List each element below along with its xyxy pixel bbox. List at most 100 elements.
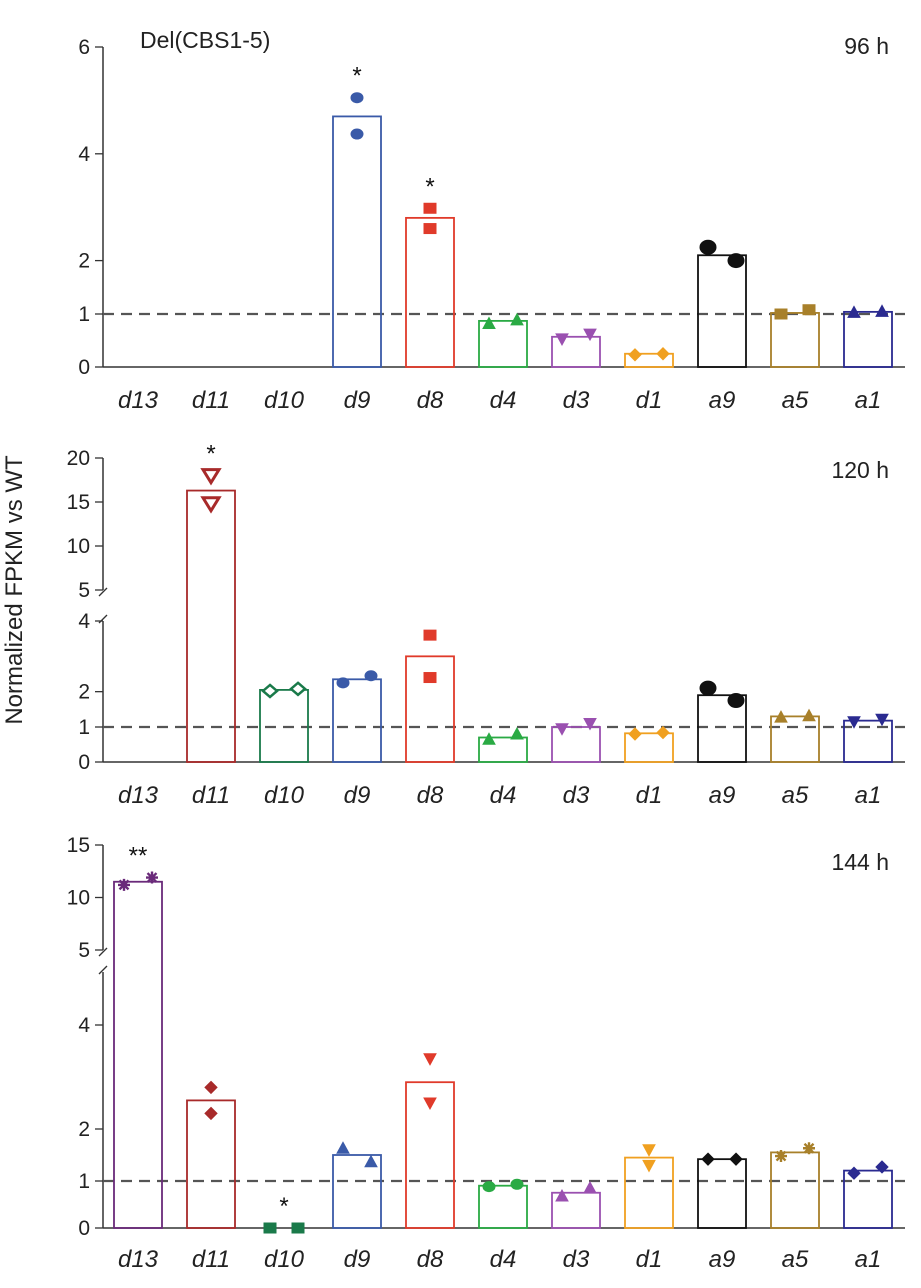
data-point-d3 — [583, 717, 597, 731]
category-label-d4: d4 — [490, 387, 517, 414]
category-label-d4: d4 — [490, 1246, 517, 1273]
category-label-d11: d11 — [192, 782, 230, 809]
data-point-a9 — [699, 239, 717, 255]
data-point-d11 — [204, 1106, 218, 1121]
data-point-d8 — [423, 1053, 437, 1066]
bar-d1 — [624, 1156, 674, 1229]
significance-marker: * — [425, 173, 434, 200]
category-label-d8: d8 — [417, 782, 444, 809]
bar-d8 — [405, 655, 455, 763]
data-point-d1 — [642, 1159, 656, 1173]
bar-a1 — [843, 1169, 893, 1229]
data-point-d3 — [555, 1188, 569, 1202]
category-label-d11: d11 — [192, 387, 230, 414]
axis-break-mark — [98, 587, 108, 597]
category-label-d13: d13 — [118, 782, 159, 809]
data-point-d10 — [261, 683, 279, 699]
bar-d8 — [405, 216, 455, 368]
category-label-d3: d3 — [563, 387, 590, 414]
y-tick-label: 15 — [67, 834, 90, 857]
y-tick-label: 0 — [78, 751, 90, 774]
timepoint-label: 144 h — [831, 849, 889, 875]
data-point-a9 — [727, 253, 745, 269]
y-axis-label: Normalized FPKM vs WT — [1, 455, 28, 725]
data-point-d4 — [482, 732, 496, 745]
data-point-a5 — [775, 1150, 787, 1163]
bar-d3 — [551, 726, 601, 763]
timepoint-label: 120 h — [831, 457, 889, 483]
category-label-d8: d8 — [417, 387, 444, 414]
category-label-d3: d3 — [563, 782, 590, 809]
significance-marker: * — [279, 1193, 288, 1220]
data-point-a1 — [847, 716, 861, 729]
category-label-d8: d8 — [417, 1246, 444, 1273]
bar-d3 — [551, 1191, 601, 1229]
category-label-a5: a5 — [782, 782, 809, 809]
category-label-d11: d11 — [192, 1246, 230, 1273]
bar-d9 — [332, 115, 382, 368]
data-point-a9 — [699, 680, 717, 696]
y-tick-label: 6 — [78, 36, 90, 59]
bar-a5 — [770, 715, 820, 763]
bar-a1 — [843, 719, 893, 763]
data-point-d4 — [510, 312, 524, 326]
bar-d1 — [624, 732, 674, 763]
data-point-d11 — [204, 1080, 218, 1095]
data-point-d13 — [146, 871, 158, 884]
data-point-d8 — [423, 1097, 437, 1111]
data-point-d3 — [583, 328, 597, 342]
category-label-d13: d13 — [118, 387, 159, 414]
data-point-a1 — [875, 713, 889, 727]
category-label-d9: d9 — [344, 1246, 371, 1273]
data-point-a5 — [774, 710, 788, 723]
bar-a9 — [697, 1158, 747, 1229]
data-point-a9 — [727, 693, 745, 708]
y-tick-label: 1 — [78, 1170, 90, 1193]
data-point-d13 — [118, 878, 130, 891]
data-point-d11 — [200, 496, 222, 514]
data-point-d11 — [200, 468, 222, 486]
category-label-d1: d1 — [636, 1246, 663, 1273]
bar-d11 — [186, 489, 236, 763]
category-label-d13: d13 — [118, 1246, 159, 1273]
data-point-d4 — [510, 1178, 524, 1190]
axis-break-mark — [98, 965, 108, 975]
category-label-d4: d4 — [490, 782, 517, 809]
panel-title: Del(CBS1-5) — [140, 27, 270, 53]
bar-a5 — [770, 1151, 820, 1229]
bar-d9 — [332, 1154, 382, 1229]
data-point-d1 — [642, 1144, 656, 1157]
timepoint-label: 96 h — [844, 33, 889, 59]
y-tick-label: 10 — [67, 887, 90, 910]
y-tick-label: 2 — [78, 681, 90, 704]
data-point-d10 — [289, 681, 307, 697]
data-point-d4 — [482, 1181, 496, 1193]
bar-a9 — [697, 254, 747, 368]
bar-d1 — [624, 352, 674, 368]
category-label-a9: a9 — [709, 387, 736, 414]
category-label-d1: d1 — [636, 387, 663, 414]
data-point-d10 — [263, 1222, 277, 1234]
category-label-a1: a1 — [855, 387, 882, 414]
category-label-d3: d3 — [563, 1246, 590, 1273]
chart-panel-2: 0 1 2 4 5 10 15 20 d13 * d11 d10 d9 d8 d4 d3 d1 a9 a5 a1 120… — [67, 441, 905, 809]
bar-a1 — [843, 310, 893, 368]
data-point-a1 — [875, 1160, 889, 1174]
data-point-d8 — [423, 672, 437, 684]
bar-d11 — [186, 1099, 236, 1229]
category-label-d10: d10 — [264, 387, 305, 414]
data-point-a1 — [875, 304, 889, 317]
data-point-a9 — [729, 1152, 743, 1166]
y-tick-label: 2 — [78, 1118, 90, 1141]
bar-a9 — [697, 694, 747, 763]
y-tick-label: 10 — [67, 535, 90, 558]
chart-panel-1: 0 1 2 4 6 d13 d11 d10 * d9 * d8 d4 d3 d1 a9 a5 a1 Del(CBS1… — [78, 27, 905, 414]
bar-d4 — [478, 319, 528, 368]
data-point-a1 — [847, 305, 861, 318]
axis-break-mark — [98, 947, 108, 957]
category-label-d1: d1 — [636, 782, 663, 809]
data-point-d10 — [291, 1222, 305, 1234]
data-point-d9 — [364, 1154, 378, 1168]
y-tick-label: 20 — [67, 447, 90, 470]
